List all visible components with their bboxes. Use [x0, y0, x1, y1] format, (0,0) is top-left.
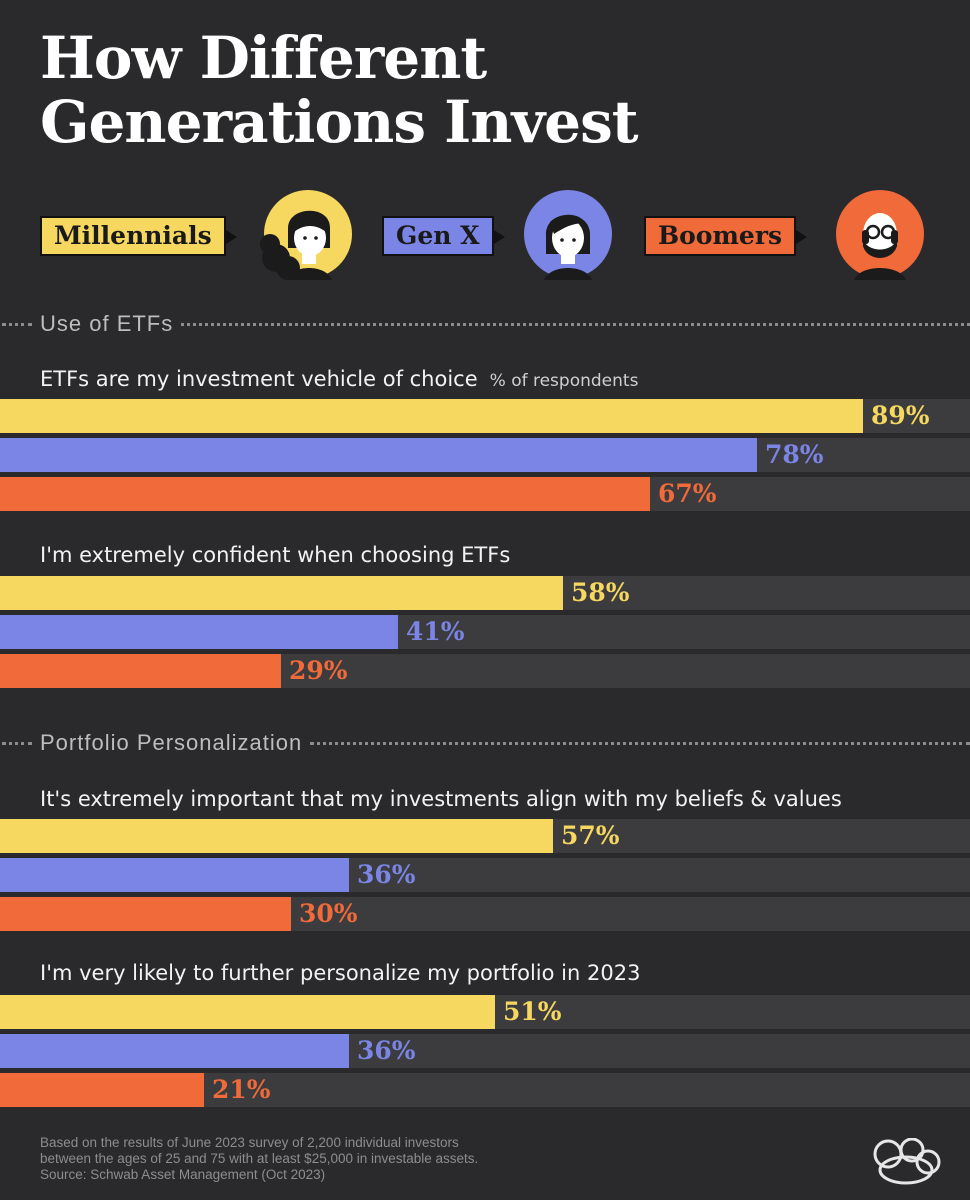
section-header-personalization: Portfolio Personalization [0, 728, 970, 758]
value-label-millennials: 58% [571, 578, 630, 607]
footnote-line: between the ages of 25 and 75 with at le… [40, 1151, 479, 1166]
bar-track: 30% [0, 897, 970, 931]
boomer-avatar-icon [836, 190, 924, 280]
value-label-millennials: 51% [503, 997, 562, 1026]
section-label: Use of ETFs [40, 311, 174, 336]
bar-boomers [0, 897, 291, 931]
bar-track: 29% [0, 654, 970, 688]
bar-millennials [0, 995, 495, 1029]
bar-track: 78% [0, 438, 970, 472]
footnote: Based on the results of June 2023 survey… [40, 1135, 478, 1183]
bar-boomers [0, 1073, 204, 1107]
bar-millennials [0, 819, 553, 853]
gen-x-avatar-icon [524, 190, 612, 280]
value-label-gen-x: 36% [357, 860, 416, 889]
value-label-boomers: 29% [289, 656, 348, 685]
bar-track: 57% [0, 819, 970, 853]
bar-track: 51% [0, 995, 970, 1029]
value-label-gen-x: 41% [406, 617, 465, 646]
bar-boomers [0, 477, 650, 511]
footnote-line: Based on the results of June 2023 survey… [40, 1135, 459, 1150]
value-label-boomers: 67% [658, 479, 717, 508]
bar-gen-x [0, 858, 349, 892]
bar-track: 58% [0, 576, 970, 610]
bar-track: 89% [0, 399, 970, 433]
title-line-2: Generations Invest [40, 88, 639, 156]
value-label-gen-x: 36% [357, 1036, 416, 1065]
bar-track: 41% [0, 615, 970, 649]
value-label-boomers: 30% [299, 899, 358, 928]
title-line-1: How Different [40, 24, 487, 92]
value-label-millennials: 57% [561, 821, 620, 850]
value-label-millennials: 89% [871, 401, 930, 430]
millennial-avatar-icon [260, 190, 352, 280]
section-label: Portfolio Personalization [40, 730, 303, 755]
legend-gen-x: Gen X [382, 216, 505, 256]
question-label: It's extremely important that my investm… [40, 787, 842, 811]
page-title: How Different Generations Invest [40, 24, 639, 156]
bar-gen-x [0, 438, 757, 472]
visual-capitalist-logo-icon [873, 1138, 941, 1185]
bar-track: 36% [0, 1034, 970, 1068]
question-label: I'm very likely to further personalize m… [40, 961, 641, 985]
bar-boomers [0, 654, 281, 688]
bar-gen-x [0, 615, 398, 649]
legend-millennials: Millennials [40, 216, 237, 256]
bar-track: 67% [0, 477, 970, 511]
bar-millennials [0, 399, 863, 433]
question-label: ETFs are my investment vehicle of choice… [40, 367, 639, 391]
bar-gen-x [0, 1034, 349, 1068]
bar-track: 21% [0, 1073, 970, 1107]
question-label: I'm extremely confident when choosing ET… [40, 543, 511, 567]
value-label-gen-x: 78% [765, 440, 824, 469]
legend-boomers: Boomers [644, 216, 808, 256]
unit-note: % of respondents [489, 371, 639, 391]
source-line: Source: Schwab Asset Management (Oct 202… [40, 1167, 326, 1182]
value-label-boomers: 21% [212, 1075, 271, 1104]
section-header-etfs: Use of ETFs [0, 309, 970, 339]
bar-track: 36% [0, 858, 970, 892]
bar-millennials [0, 576, 563, 610]
